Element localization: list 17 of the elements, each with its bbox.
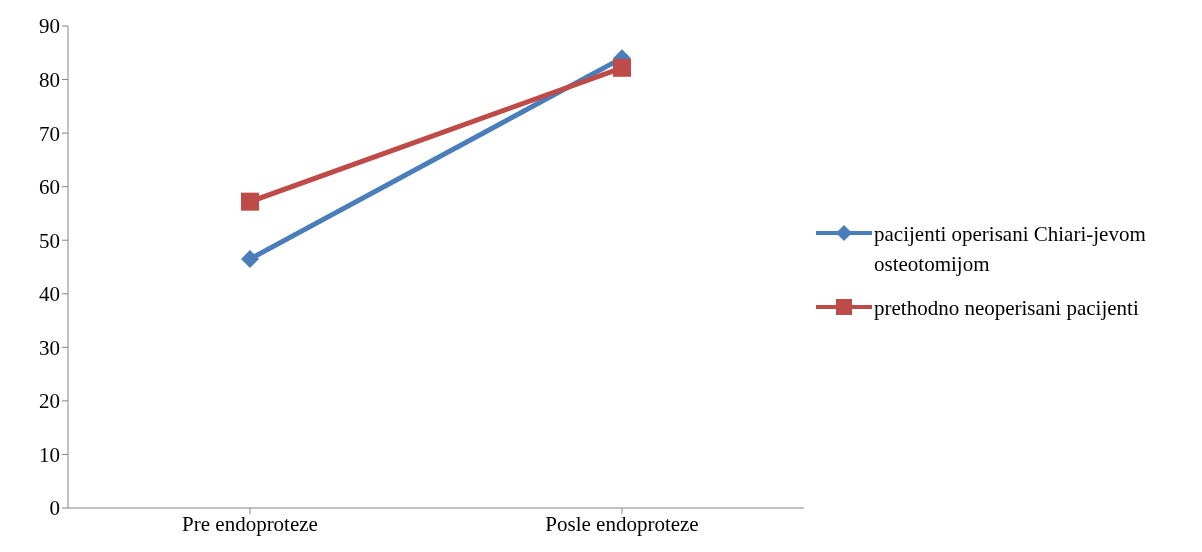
y-tick-label: 90 [39,14,60,39]
point [241,192,259,211]
x-tick-label: Posle endoproteze [545,511,699,536]
y-tick-label: 30 [39,335,60,360]
y-tick-label: 50 [39,228,60,253]
point [241,249,259,268]
y-tick-label: 10 [39,442,60,467]
y-tick-label: 0 [49,496,60,521]
legend-label: pacijenti operisani Chiari-jevom osteotomijom [874,221,1147,278]
x-tick-label: Pre endoproteze [182,511,318,536]
y-tick-label: 60 [39,175,60,200]
y-tick-label: 80 [39,68,60,93]
legend-label: prethodno neoperisani pacijenti [874,295,1139,322]
point [613,58,631,77]
y-tick-label: 70 [39,121,60,146]
y-tick-label: 20 [39,389,60,414]
y-tick-label: 40 [39,282,60,307]
